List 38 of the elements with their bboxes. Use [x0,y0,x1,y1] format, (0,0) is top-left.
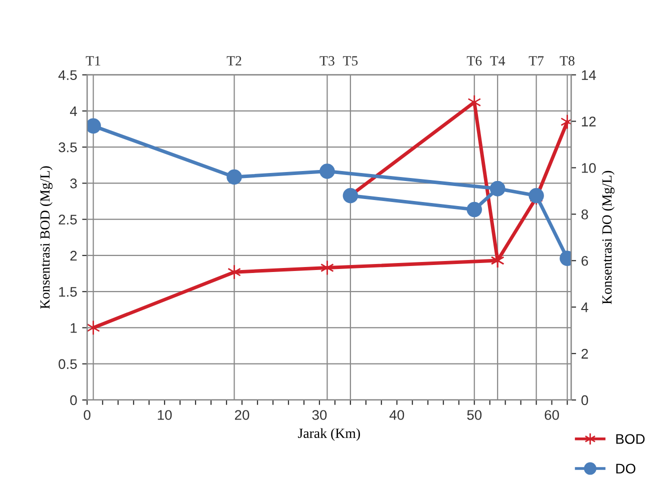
y-tick-label: 2 [70,250,77,261]
y-tick-label: 4.5 [58,70,77,80]
x-tick-label: 50 [467,410,482,420]
y2-tick-label: 12 [582,116,596,126]
y2-tick-label: 4 [581,302,588,312]
y2-axis-title: Konsentrasi DO (Mg/L) [602,170,615,304]
y2-tick-label: 10 [582,163,596,173]
y-tick-label: 1.5 [59,287,77,297]
x-tick-label: 40 [390,410,404,420]
ref-line-label: T2 [226,56,242,66]
x-tick-label: 30 [312,410,327,420]
legend-label: DO [616,464,636,474]
y-tick-label: 4 [70,106,77,116]
y-tick-label: 1 [70,323,77,333]
y-tick-label: 3 [70,178,77,188]
ref-line-label: T6 [466,56,482,66]
y2-tick-label: 0 [581,395,588,406]
x-tick-label: 60 [544,410,559,420]
x-tick-label: 20 [234,410,250,420]
ref-line-label: T7 [528,56,544,66]
x-tick-label: 0 [84,410,90,420]
ref-line-label: T5 [342,56,358,66]
y2-tick-label: 8 [581,210,588,220]
y2-tick-label: 2 [582,348,588,359]
x-tick-label: 10 [158,410,172,420]
y2-tick-label: 14 [582,70,596,80]
y2-tick-label: 6 [582,256,588,266]
y-axis-title: Konsentrasi BOD (Mg/L) [40,166,53,309]
ref-line-label: T3 [320,56,334,66]
ref-line-label: T4 [490,56,506,66]
legend-label: BOD [616,434,645,444]
ref-line-label: T1 [86,56,100,66]
ref-line-label: T8 [560,56,574,66]
y-tick-label: 2.5 [58,214,77,225]
y-tick-label: 0 [70,395,77,406]
y-tick-label: 0.5 [58,359,77,370]
x-axis-title: Jarak (Km) [298,428,360,441]
y-tick-label: 3.5 [58,142,77,152]
